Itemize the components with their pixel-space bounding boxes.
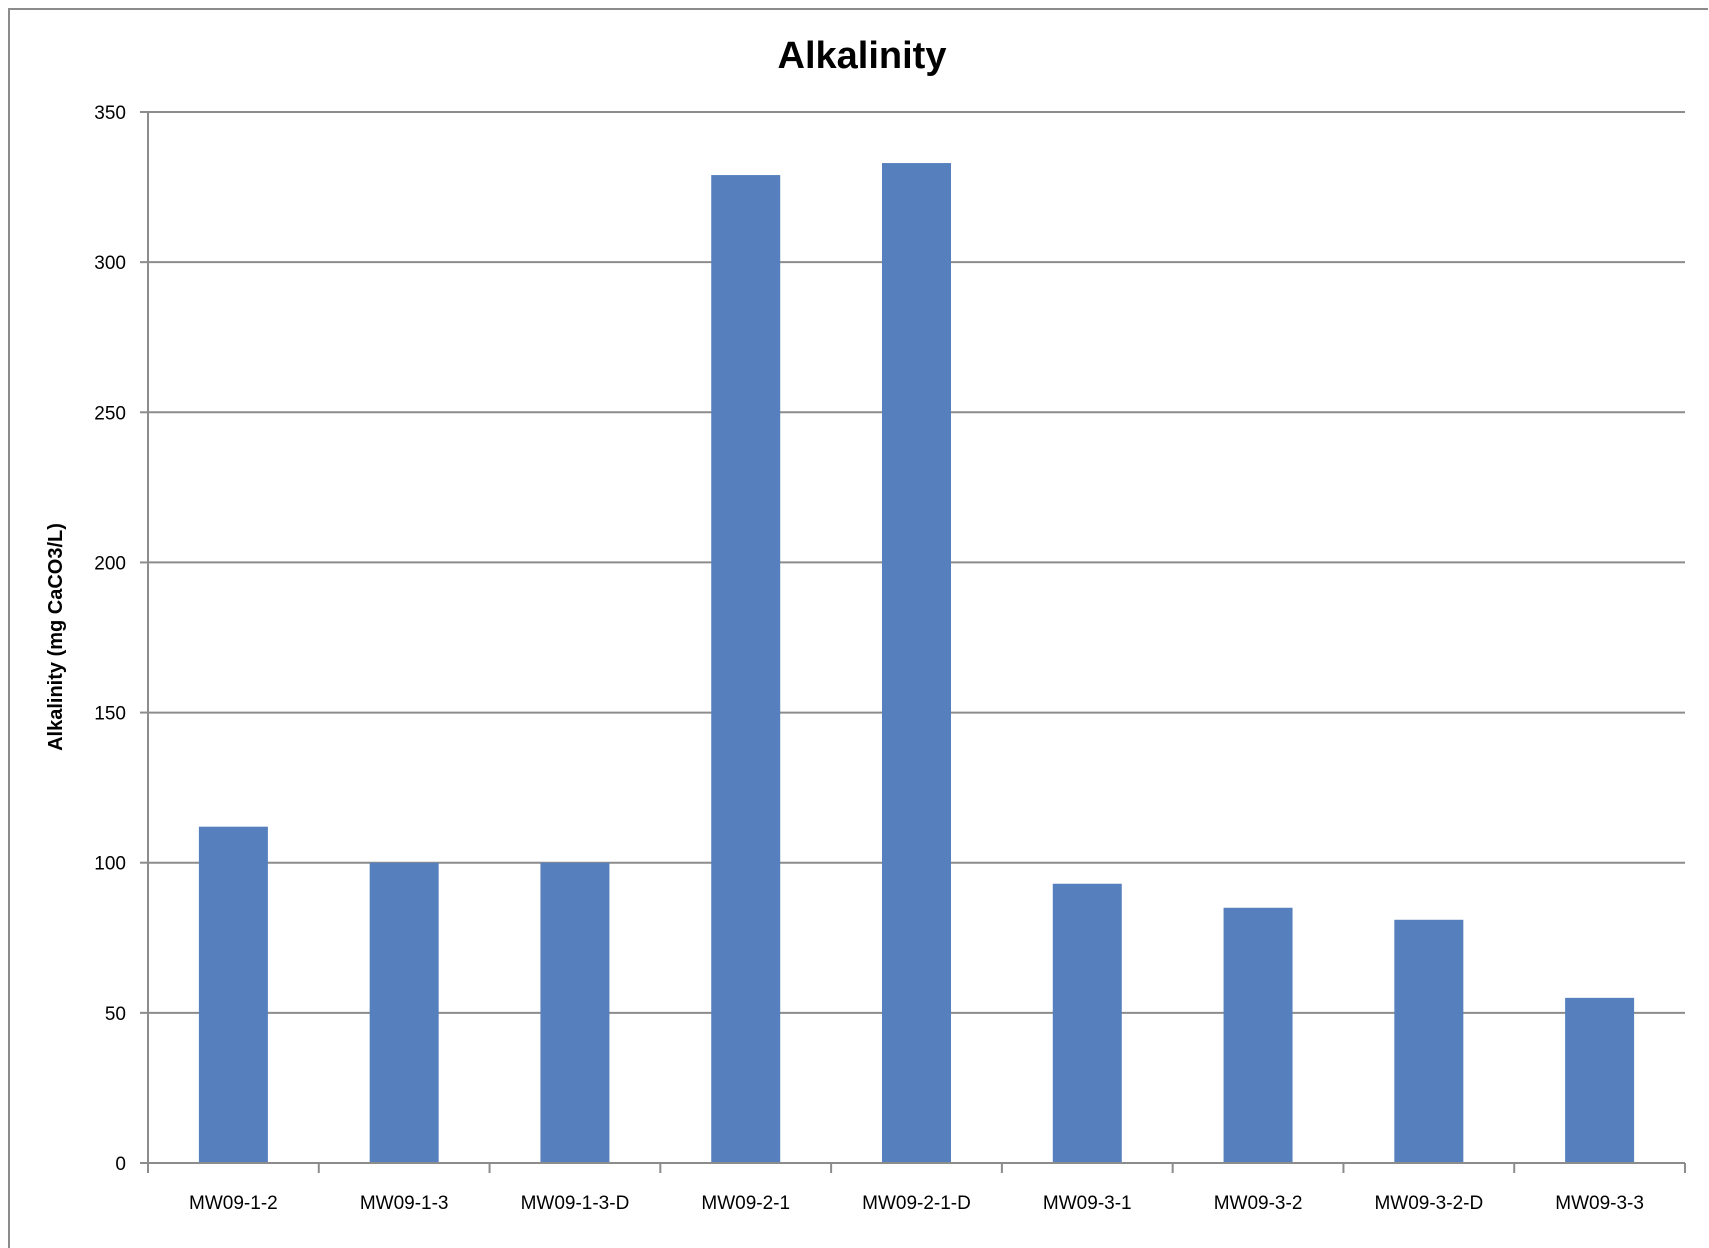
x-tick-label: MW09-1-3	[360, 1193, 449, 1214]
bar-mw09-1-3-d	[540, 862, 610, 1163]
bars	[198, 163, 1635, 1163]
axes	[140, 111, 1686, 1173]
x-tick-label: MW09-3-3	[1555, 1193, 1644, 1214]
chart-title: Alkalinity	[778, 35, 947, 77]
y-tick-label: 350	[94, 103, 126, 124]
bar-mw09-3-2-d	[1394, 919, 1464, 1163]
bar-mw09-1-2	[198, 826, 268, 1163]
bar-mw09-1-3	[369, 862, 439, 1163]
bar-mw09-3-3	[1565, 997, 1635, 1163]
x-tick-label: MW09-3-1	[1043, 1193, 1132, 1214]
x-tick-label: MW09-2-1-D	[862, 1193, 971, 1214]
x-tick-labels: MW09-1-2 MW09-1-3 MW09-1-3-D MW09-2-1 MW09-2…	[189, 1193, 1644, 1214]
bar-mw09-2-1	[711, 175, 781, 1163]
y-tick-label: 300	[94, 253, 126, 274]
y-tick-label: 200	[94, 553, 126, 574]
x-tick-label: MW09-2-1	[701, 1193, 790, 1214]
x-tick-label: MW09-3-2	[1214, 1193, 1303, 1214]
y-tick-label: 100	[94, 854, 126, 875]
y-tick-label: 150	[94, 704, 126, 725]
y-tick-label: 50	[105, 1004, 126, 1025]
y-tick-labels: 0 50 100 150 200 250 300 350	[94, 103, 126, 1175]
x-tick-label: MW09-3-2-D	[1374, 1193, 1483, 1214]
y-axis-title: Alkalinity (mg CaCO3/L)	[45, 523, 67, 751]
bar-mw09-3-1	[1052, 883, 1122, 1163]
y-tick-label: 250	[94, 403, 126, 424]
x-tick-label: MW09-1-2	[189, 1193, 278, 1214]
y-tick-label: 0	[115, 1154, 126, 1175]
x-tick-label: MW09-1-3-D	[521, 1193, 630, 1214]
bar-mw09-2-1-d	[882, 163, 951, 1163]
bar-mw09-3-2	[1223, 907, 1293, 1163]
